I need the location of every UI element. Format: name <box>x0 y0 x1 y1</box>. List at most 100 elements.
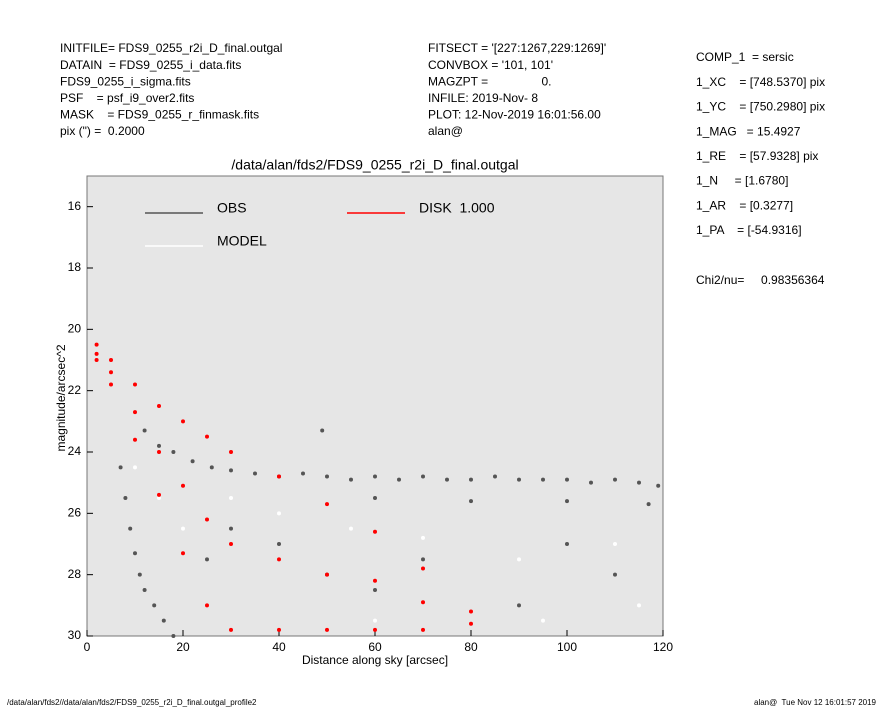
point <box>118 465 123 470</box>
point <box>229 468 233 473</box>
x-tick-label: 0 <box>84 640 91 654</box>
point <box>157 443 161 448</box>
point <box>493 474 497 479</box>
point <box>349 477 353 482</box>
point <box>123 496 128 500</box>
point <box>205 434 209 439</box>
header-right: 1_AR = [0.3277] <box>696 198 793 212</box>
point <box>421 474 425 479</box>
point <box>109 370 113 375</box>
x-tick-label: 40 <box>272 640 286 654</box>
point <box>373 474 377 479</box>
point <box>325 627 329 632</box>
point <box>373 496 377 500</box>
point <box>656 483 661 488</box>
point <box>205 603 209 608</box>
legend-label: OBS <box>217 200 247 216</box>
point <box>565 542 569 546</box>
point <box>181 526 185 531</box>
point <box>229 496 233 500</box>
point <box>421 566 425 571</box>
point <box>190 459 195 464</box>
x-tick-label: 20 <box>176 640 190 654</box>
point <box>613 572 617 577</box>
point <box>541 618 545 623</box>
y-tick-label: 26 <box>68 506 82 520</box>
point <box>161 618 166 623</box>
legend-label: DISK 1.000 <box>419 200 495 216</box>
point <box>209 465 214 470</box>
header-middle: FITSECT = '[227:1267,229:1269]' <box>428 41 606 55</box>
point <box>517 557 521 562</box>
x-tick-label: 120 <box>653 640 673 654</box>
header-left: PSF = psf_i9_over2.fits <box>60 91 194 105</box>
point <box>373 529 377 534</box>
point <box>94 342 99 347</box>
point <box>277 474 281 479</box>
y-tick-label: 24 <box>68 444 82 458</box>
point <box>133 551 137 556</box>
header-left: pix (") = 0.2000 <box>60 124 145 138</box>
point <box>565 477 569 482</box>
y-tick-label: 18 <box>68 260 82 274</box>
header-left: INITFILE= FDS9_0255_r2i_D_final.outgal <box>60 41 282 55</box>
header-left: FDS9_0255_i_sigma.fits <box>60 74 191 88</box>
x-axis-label: Distance along sky [arcsec] <box>302 653 448 667</box>
point <box>637 480 641 485</box>
point <box>229 627 233 632</box>
point <box>133 465 137 470</box>
header-middle: INFILE: 2019-Nov- 8 <box>428 91 538 105</box>
point <box>589 480 593 485</box>
header-middle: PLOT: 12-Nov-2019 16:01:56.00 <box>428 108 601 122</box>
plot-area <box>86 175 664 637</box>
point <box>109 358 113 362</box>
y-tick-label: 22 <box>68 383 82 397</box>
chi2: Chi2/nu= 0.98356364 <box>696 273 825 287</box>
header-middle: alan@ <box>428 124 463 138</box>
point <box>301 471 305 476</box>
point <box>133 437 137 442</box>
y-tick-label: 16 <box>68 199 82 213</box>
point <box>229 542 233 546</box>
point <box>373 627 377 632</box>
point <box>349 526 353 531</box>
header-right: 1_MAG = 15.4927 <box>696 124 801 138</box>
point <box>157 404 161 408</box>
point <box>181 551 185 556</box>
point <box>137 572 142 577</box>
point <box>277 557 281 562</box>
point <box>325 572 329 577</box>
point <box>373 588 377 592</box>
point <box>469 609 473 614</box>
point <box>94 358 99 362</box>
x-tick-label: 80 <box>464 640 478 654</box>
header-middle: MAGZPT = 0. <box>428 74 551 88</box>
point <box>133 410 137 415</box>
legend-label: MODEL <box>217 233 267 249</box>
point <box>157 496 161 500</box>
header-middle: CONVBOX = '101, 101' <box>428 58 553 72</box>
point <box>421 535 425 540</box>
header-right: 1_YC = [750.2980] pix <box>696 100 825 114</box>
point <box>142 588 147 592</box>
point <box>181 419 185 424</box>
point <box>128 526 133 531</box>
header-right: 1_RE = [57.9328] pix <box>696 149 818 163</box>
point <box>325 474 329 479</box>
point <box>517 477 521 482</box>
point <box>229 450 233 454</box>
footer-right: alan@ Tue Nov 12 16:01:57 2019 <box>754 698 877 707</box>
point <box>325 502 329 507</box>
point <box>541 477 545 482</box>
point <box>565 499 569 504</box>
point <box>469 621 473 626</box>
point <box>253 471 257 476</box>
point <box>469 477 473 482</box>
point <box>171 450 176 454</box>
point <box>171 634 176 638</box>
point <box>469 499 473 504</box>
point <box>397 477 401 482</box>
point <box>142 428 147 433</box>
point <box>277 511 281 516</box>
